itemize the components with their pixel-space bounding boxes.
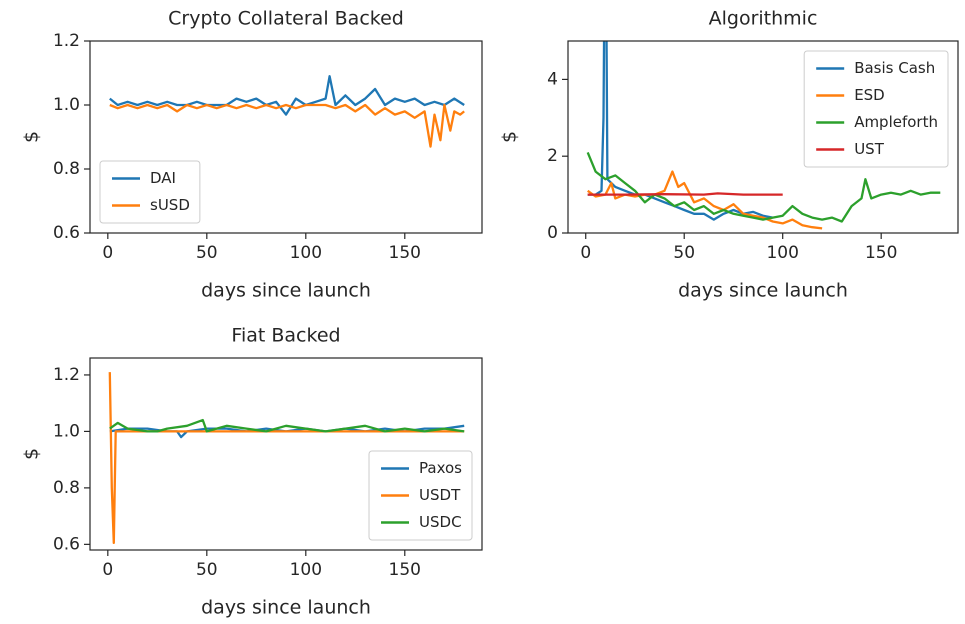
legend: DAI sUSD xyxy=(99,160,201,224)
line xyxy=(109,103,465,148)
y-tick-label: 1.2 xyxy=(53,365,80,385)
line xyxy=(108,372,465,545)
legend-box xyxy=(803,50,949,168)
x-tick-label: 0 xyxy=(580,243,591,263)
axes-frame xyxy=(89,357,483,551)
legend-label: DAI xyxy=(150,169,176,187)
legend-label: Paxos xyxy=(419,459,462,477)
line xyxy=(587,170,823,230)
x-axis-label: days since launch xyxy=(201,280,371,302)
y-tick-label: 1.0 xyxy=(53,421,80,441)
line xyxy=(587,41,774,221)
y-tick-label: 2 xyxy=(547,146,558,166)
y-tick-label: 0.8 xyxy=(53,159,80,179)
legend-box xyxy=(368,450,473,541)
legend-label: sUSD xyxy=(150,196,190,214)
x-tick-label: 0 xyxy=(102,560,113,580)
legend-label: ESD xyxy=(854,86,885,104)
y-axis-label: $ xyxy=(21,448,43,460)
x-tick-label: 50 xyxy=(196,560,218,580)
y-axis-label: $ xyxy=(21,131,43,143)
x-tick-label: 50 xyxy=(196,243,218,263)
chart-title: Crypto Collateral Backed xyxy=(168,8,404,30)
line xyxy=(586,151,941,223)
y-tick-label: 1.2 xyxy=(53,31,80,51)
y-tick-label: 1.0 xyxy=(53,95,80,115)
legend: Paxos USDT USDC xyxy=(368,450,473,541)
plot-area xyxy=(586,41,941,230)
x-tick-label: 0 xyxy=(102,243,113,263)
axes-frame xyxy=(89,40,483,234)
x-tick-label: 100 xyxy=(290,560,322,580)
y-tick-label: 4 xyxy=(547,69,558,89)
x-tick-label: 150 xyxy=(389,243,421,263)
legend-label: UST xyxy=(854,140,885,158)
legend-label: Ampleforth xyxy=(854,113,938,131)
line xyxy=(587,192,783,196)
x-tick-label: 100 xyxy=(290,243,322,263)
y-tick-label: 0.6 xyxy=(53,534,80,554)
x-tick-label: 50 xyxy=(673,243,695,263)
x-tick-label: 100 xyxy=(766,243,798,263)
legend-label: Basis Cash xyxy=(854,59,935,77)
line xyxy=(109,75,465,116)
x-tick-label: 150 xyxy=(389,560,421,580)
plot-area xyxy=(108,372,465,545)
line xyxy=(109,418,465,433)
axes-frame xyxy=(567,40,959,234)
x-axis-label: days since launch xyxy=(678,280,848,302)
chart-title: Fiat Backed xyxy=(231,325,340,347)
x-axis-label: days since launch xyxy=(201,597,371,619)
y-tick-label: 0 xyxy=(547,223,558,243)
y-axis-label: $ xyxy=(499,131,521,143)
legend-label: USDC xyxy=(419,513,462,531)
y-tick-label: 0.6 xyxy=(53,223,80,243)
x-tick-label: 150 xyxy=(865,243,897,263)
legend: Basis Cash ESD Ampleforth UST xyxy=(803,50,949,168)
plot-area xyxy=(109,75,465,148)
y-tick-label: 0.8 xyxy=(53,478,80,498)
legend-label: USDT xyxy=(419,486,461,504)
chart-title: Algorithmic xyxy=(709,8,818,30)
legend-box xyxy=(99,160,201,224)
